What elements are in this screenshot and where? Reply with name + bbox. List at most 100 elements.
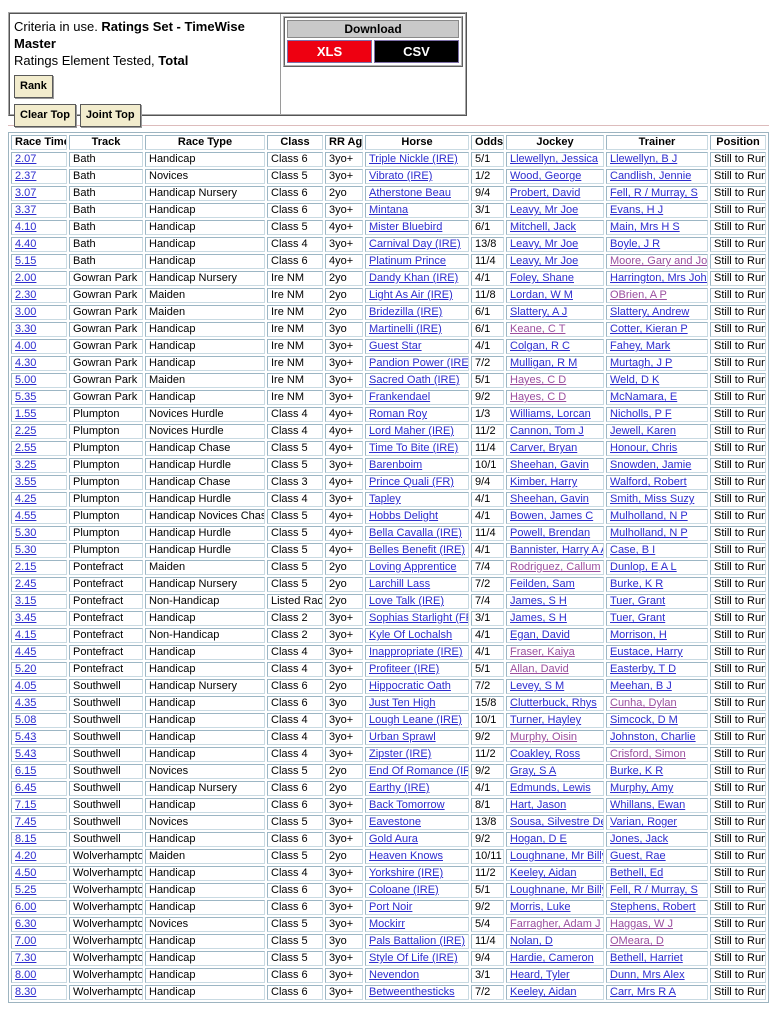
horse-link[interactable]: Gold Aura (369, 833, 418, 845)
horse-link[interactable]: Dandy Khan (IRE) (369, 272, 459, 284)
trainer-link[interactable]: Jewell, Karen (610, 425, 677, 437)
time-link[interactable]: 4.55 (15, 510, 37, 522)
jockey-link[interactable]: Keane, C T (510, 323, 566, 335)
trainer-link[interactable]: Eustace, Harry (610, 646, 683, 658)
horse-link[interactable]: Sophias Starlight (FR) (369, 612, 469, 624)
time-link[interactable]: 5.35 (15, 391, 37, 403)
time-link[interactable]: 4.35 (15, 697, 37, 709)
time-link[interactable]: 4.50 (15, 867, 37, 879)
trainer-link[interactable]: Whillans, Ewan (610, 799, 686, 811)
joint-top-button[interactable]: Joint Top (79, 104, 141, 127)
time-link[interactable]: 1.55 (15, 408, 37, 420)
trainer-link[interactable]: Morrison, H (610, 629, 667, 641)
time-link[interactable]: 5.43 (15, 748, 37, 760)
trainer-link[interactable]: Walford, Robert (610, 476, 687, 488)
trainer-link[interactable]: Bethell, Ed (610, 867, 664, 879)
trainer-link[interactable]: Jones, Jack (610, 833, 669, 845)
time-link[interactable]: 7.45 (15, 816, 37, 828)
horse-link[interactable]: Betweenthesticks (369, 986, 455, 998)
horse-link[interactable]: Kyle Of Lochalsh (369, 629, 453, 641)
horse-link[interactable]: End Of Romance (IRE) (369, 765, 468, 777)
trainer-link[interactable]: Slattery, Andrew (610, 306, 690, 318)
horse-link[interactable]: Guest Star (369, 340, 422, 352)
horse-link[interactable]: Bridezilla (IRE) (369, 306, 443, 318)
jockey-link[interactable]: Heard, Tyler (510, 969, 570, 981)
jockey-link[interactable]: Leavy, Mr Joe (510, 204, 579, 216)
trainer-link[interactable]: Tuer, Grant (610, 595, 666, 607)
jockey-link[interactable]: Turner, Hayley (510, 714, 582, 726)
time-link[interactable]: 8.30 (15, 986, 37, 998)
horse-link[interactable]: Lord Maher (IRE) (369, 425, 454, 437)
jockey-link[interactable]: Hayes, C D (510, 374, 567, 386)
horse-link[interactable]: Carnival Day (IRE) (369, 238, 461, 250)
jockey-link[interactable]: Leavy, Mr Joe (510, 238, 579, 250)
time-link[interactable]: 4.10 (15, 221, 37, 233)
jockey-link[interactable]: Mulligan, R M (510, 357, 578, 369)
trainer-link[interactable]: Case, B I (610, 544, 656, 556)
horse-link[interactable]: Coloane (IRE) (369, 884, 439, 896)
jockey-link[interactable]: Levey, S M (510, 680, 565, 692)
jockey-link[interactable]: Keeley, Aidan (510, 986, 577, 998)
jockey-link[interactable]: Edmunds, Lewis (510, 782, 591, 794)
horse-link[interactable]: Eavestone (369, 816, 421, 828)
time-link[interactable]: 6.45 (15, 782, 37, 794)
horse-link[interactable]: Mister Bluebird (369, 221, 443, 233)
jockey-link[interactable]: Probert, David (510, 187, 581, 199)
time-link[interactable]: 8.15 (15, 833, 37, 845)
horse-link[interactable]: Pandion Power (IRE) (369, 357, 469, 369)
time-link[interactable]: 3.25 (15, 459, 37, 471)
horse-link[interactable]: Profiteer (IRE) (369, 663, 440, 675)
trainer-link[interactable]: Murtagh, J P (610, 357, 673, 369)
trainer-link[interactable]: Mulholland, N P (610, 510, 688, 522)
jockey-link[interactable]: Nolan, D (510, 935, 553, 947)
horse-link[interactable]: Style Of Life (IRE) (369, 952, 458, 964)
jockey-link[interactable]: Allan, David (510, 663, 569, 675)
trainer-link[interactable]: OBrien, A P (610, 289, 667, 301)
trainer-link[interactable]: Fell, R / Murray, S (610, 187, 698, 199)
trainer-link[interactable]: Cunha, Dylan (610, 697, 677, 709)
jockey-link[interactable]: Fraser, Kaiya (510, 646, 575, 658)
horse-link[interactable]: Vibrato (IRE) (369, 170, 433, 182)
time-link[interactable]: 3.55 (15, 476, 37, 488)
horse-link[interactable]: Larchill Lass (369, 578, 431, 590)
horse-link[interactable]: Roman Roy (369, 408, 428, 420)
jockey-link[interactable]: Clutterbuck, Rhys (510, 697, 597, 709)
trainer-link[interactable]: Bethell, Harriet (610, 952, 683, 964)
trainer-link[interactable]: Tuer, Grant (610, 612, 666, 624)
time-link[interactable]: 6.15 (15, 765, 37, 777)
csv-download-button[interactable]: CSV (374, 40, 459, 63)
jockey-link[interactable]: Egan, David (510, 629, 570, 641)
jockey-link[interactable]: Murphy, Oisin (510, 731, 578, 743)
horse-link[interactable]: Back Tomorrow (369, 799, 445, 811)
trainer-link[interactable]: Stephens, Robert (610, 901, 696, 913)
trainer-link[interactable]: Boyle, J R (610, 238, 661, 250)
jockey-link[interactable]: Kimber, Harry (510, 476, 578, 488)
jockey-link[interactable]: Loughnane, Mr Billy (510, 850, 604, 862)
trainer-link[interactable]: Burke, K R (610, 578, 664, 590)
trainer-link[interactable]: Fell, R / Murray, S (610, 884, 698, 896)
horse-link[interactable]: Loving Apprentice (369, 561, 457, 573)
horse-link[interactable]: Heaven Knows (369, 850, 443, 862)
time-link[interactable]: 4.40 (15, 238, 37, 250)
time-link[interactable]: 7.00 (15, 935, 37, 947)
jockey-link[interactable]: Sousa, Silvestre De (510, 816, 604, 828)
horse-link[interactable]: Bella Cavalla (IRE) (369, 527, 462, 539)
time-link[interactable]: 3.30 (15, 323, 37, 335)
jockey-link[interactable]: Wood, George (510, 170, 582, 182)
time-link[interactable]: 5.20 (15, 663, 37, 675)
horse-link[interactable]: Prince Quali (FR) (369, 476, 454, 488)
jockey-link[interactable]: Loughnane, Mr Billy (510, 884, 604, 896)
trainer-link[interactable]: Smith, Miss Suzy (610, 493, 695, 505)
jockey-link[interactable]: Powell, Brendan (510, 527, 591, 539)
time-link[interactable]: 5.30 (15, 544, 37, 556)
jockey-link[interactable]: Hardie, Cameron (510, 952, 594, 964)
horse-link[interactable]: Sacred Oath (IRE) (369, 374, 460, 386)
time-link[interactable]: 6.00 (15, 901, 37, 913)
horse-link[interactable]: Time To Bite (IRE) (369, 442, 459, 454)
jockey-link[interactable]: Farragher, Adam J (510, 918, 601, 930)
trainer-link[interactable]: Harrington, Mrs John (610, 272, 708, 284)
time-link[interactable]: 5.08 (15, 714, 37, 726)
xls-download-button[interactable]: XLS (287, 40, 372, 63)
time-link[interactable]: 5.30 (15, 527, 37, 539)
time-link[interactable]: 3.37 (15, 204, 37, 216)
